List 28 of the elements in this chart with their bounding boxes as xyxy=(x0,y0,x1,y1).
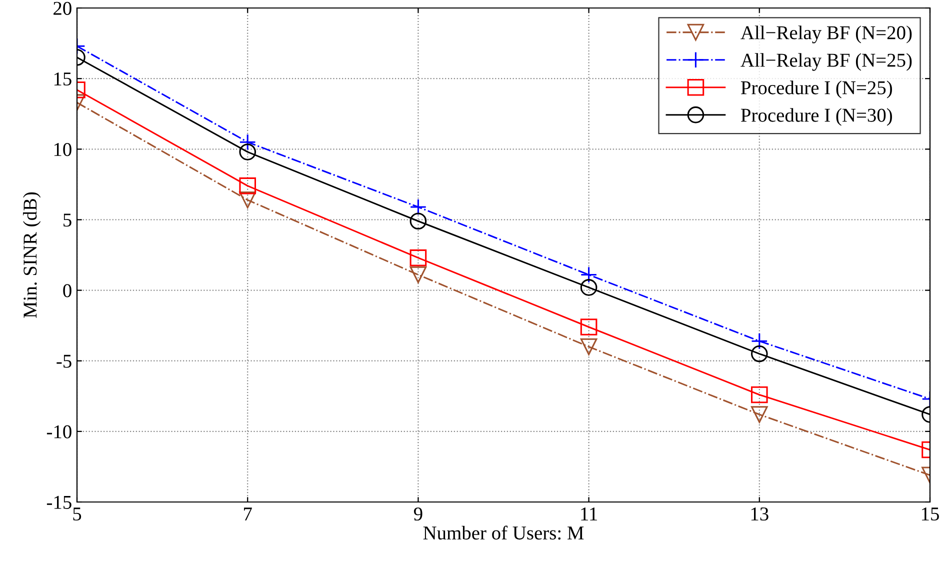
point xyxy=(580,266,598,284)
x-axis-title: Number of Users: M xyxy=(423,526,584,540)
y-tick-label: -5 xyxy=(56,354,72,368)
y-tick-label: -15 xyxy=(46,496,72,509)
point xyxy=(580,318,598,336)
y-tick-label: 20 xyxy=(54,2,72,15)
y-tick-label: -10 xyxy=(46,425,72,438)
x-tick-label: 13 xyxy=(751,507,768,521)
point xyxy=(410,212,427,230)
legend-label: All−Relay BF (N=25) xyxy=(740,53,912,71)
x-tick-label: 9 xyxy=(414,507,422,521)
legend-label: Procedure I (N=30) xyxy=(740,108,892,126)
point xyxy=(410,266,427,284)
y-tick-label: 0 xyxy=(63,284,72,298)
legend-label: Procedure I (N=25) xyxy=(740,80,892,98)
legend-label: All−Relay BF (N=20) xyxy=(740,26,912,44)
point xyxy=(580,279,598,296)
y-tick-label: 15 xyxy=(54,72,72,86)
y-tick-label: 5 xyxy=(64,214,72,227)
x-tick-label: 7 xyxy=(244,508,252,520)
y-tick-label: 10 xyxy=(54,142,72,156)
point xyxy=(410,249,427,266)
x-tick-label: 15 xyxy=(922,508,939,521)
point xyxy=(410,198,427,216)
point xyxy=(580,338,598,356)
x-tick-label: 11 xyxy=(581,508,597,520)
x-tick-label: 5 xyxy=(73,508,82,521)
y-axis-title: Min. SINR (dB) xyxy=(23,192,41,318)
